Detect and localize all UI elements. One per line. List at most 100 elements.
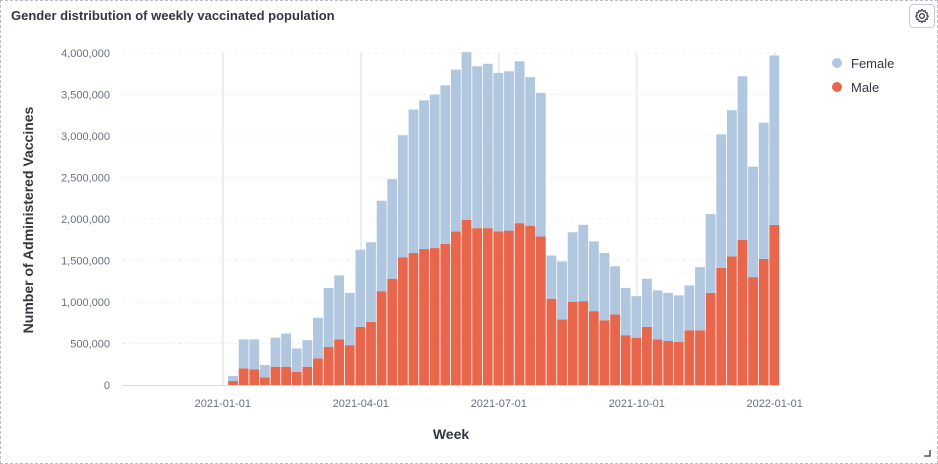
bar-male[interactable] <box>429 248 440 385</box>
bar-male[interactable] <box>313 358 323 385</box>
bar-female[interactable] <box>419 100 429 249</box>
bar-female[interactable] <box>334 275 345 340</box>
bar-female[interactable] <box>281 333 291 367</box>
bar-male[interactable] <box>451 231 461 385</box>
bar-female[interactable] <box>259 365 270 378</box>
bar-female[interactable] <box>631 296 642 338</box>
bar-male[interactable] <box>716 267 727 385</box>
bar-male[interactable] <box>440 243 451 385</box>
bar-male[interactable] <box>705 292 716 385</box>
bar-male[interactable] <box>557 319 567 385</box>
bar-male[interactable] <box>673 341 684 385</box>
bar-male[interactable] <box>228 380 238 385</box>
bar-female[interactable] <box>514 61 525 224</box>
bar-female[interactable] <box>673 295 684 342</box>
bar-male[interactable] <box>504 230 514 385</box>
legend-label-male[interactable]: Male <box>851 80 879 95</box>
bar-male[interactable] <box>599 320 610 385</box>
bar-female[interactable] <box>451 69 461 232</box>
legend-label-female[interactable]: Female <box>851 56 894 71</box>
bar-female[interactable] <box>504 71 514 231</box>
bar-male[interactable] <box>769 224 780 385</box>
bar-female[interactable] <box>588 241 599 312</box>
bar-male[interactable] <box>631 337 642 385</box>
bar-female[interactable] <box>270 337 281 367</box>
bar-female[interactable] <box>758 122 769 259</box>
bar-female[interactable] <box>535 92 546 237</box>
bar-female[interactable] <box>461 52 472 220</box>
bar-female[interactable] <box>620 287 631 336</box>
bar-male[interactable] <box>684 330 695 385</box>
bar-male[interactable] <box>546 298 557 385</box>
bar-female[interactable] <box>482 63 493 229</box>
bar-female[interactable] <box>769 55 780 225</box>
bar-male[interactable] <box>567 302 578 385</box>
bar-male[interactable] <box>291 371 302 385</box>
bar-male[interactable] <box>482 228 493 385</box>
bar-female[interactable] <box>663 292 674 342</box>
bar-female[interactable] <box>228 375 238 381</box>
bar-male[interactable] <box>514 223 525 385</box>
bar-male[interactable] <box>419 248 429 385</box>
bar-female[interactable] <box>440 85 451 244</box>
bar-male[interactable] <box>238 368 249 385</box>
bar-male[interactable] <box>726 256 737 385</box>
bar-male[interactable] <box>366 321 376 385</box>
bar-female[interactable] <box>578 224 589 302</box>
bar-male[interactable] <box>663 341 674 385</box>
bar-female[interactable] <box>546 255 557 299</box>
bar-male[interactable] <box>249 369 260 385</box>
bar-female[interactable] <box>599 253 610 321</box>
bar-male[interactable] <box>620 335 631 385</box>
bar-female[interactable] <box>376 200 387 292</box>
bar-female[interactable] <box>652 290 663 340</box>
bar-male[interactable] <box>270 366 281 385</box>
bar-female[interactable] <box>726 110 737 257</box>
bar-female[interactable] <box>366 242 376 322</box>
bar-male[interactable] <box>578 301 589 385</box>
bar-female[interactable] <box>408 109 419 254</box>
bar-female[interactable] <box>313 317 323 359</box>
bar-female[interactable] <box>748 166 758 278</box>
bar-male[interactable] <box>525 225 536 385</box>
bar-male[interactable] <box>472 228 483 385</box>
bar-male[interactable] <box>737 239 748 385</box>
resize-handle-icon[interactable] <box>923 449 931 457</box>
bar-male[interactable] <box>387 278 398 385</box>
bar-male[interactable] <box>355 326 366 385</box>
bar-female[interactable] <box>249 339 260 370</box>
bar-female[interactable] <box>684 285 695 331</box>
bar-male[interactable] <box>758 258 769 385</box>
bar-male[interactable] <box>748 277 758 385</box>
bar-female[interactable] <box>737 76 748 240</box>
bar-male[interactable] <box>695 330 705 385</box>
bar-female[interactable] <box>525 77 536 226</box>
bar-female[interactable] <box>567 232 578 302</box>
bar-female[interactable] <box>387 179 398 279</box>
bar-male[interactable] <box>302 366 313 385</box>
bar-female[interactable] <box>323 287 334 347</box>
bar-female[interactable] <box>397 135 408 258</box>
bar-female[interactable] <box>557 261 567 320</box>
bar-female[interactable] <box>429 94 440 249</box>
bar-male[interactable] <box>344 345 355 385</box>
bar-male[interactable] <box>652 339 663 385</box>
bar-female[interactable] <box>355 249 366 327</box>
bar-female[interactable] <box>695 267 705 331</box>
bar-female[interactable] <box>705 214 716 293</box>
bar-female[interactable] <box>716 134 727 268</box>
bar-male[interactable] <box>376 291 387 385</box>
bar-male[interactable] <box>461 219 472 385</box>
bar-female[interactable] <box>493 72 504 232</box>
bar-female[interactable] <box>472 66 483 229</box>
gear-icon[interactable] <box>909 4 935 28</box>
bar-male[interactable] <box>588 311 599 385</box>
bar-female[interactable] <box>291 348 302 372</box>
bar-female[interactable] <box>238 339 249 369</box>
bar-male[interactable] <box>408 253 419 385</box>
bar-male[interactable] <box>642 326 652 385</box>
bar-female[interactable] <box>302 340 313 367</box>
bar-male[interactable] <box>323 346 334 385</box>
bar-male[interactable] <box>259 377 270 385</box>
bar-male[interactable] <box>397 257 408 385</box>
